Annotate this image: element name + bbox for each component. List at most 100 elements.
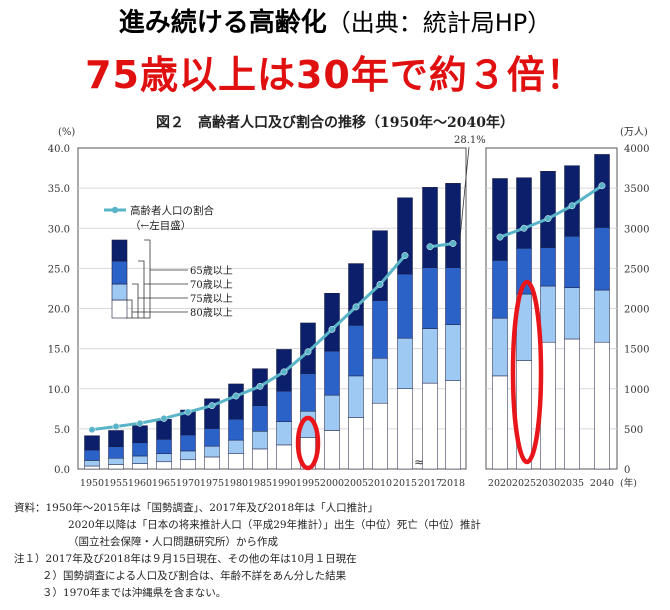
bar-segment-1965-0 — [156, 461, 172, 470]
y-left-tick-label: 5.0 — [54, 425, 70, 436]
legend-band-swatch-0 — [111, 299, 128, 319]
line-point-1955 — [112, 423, 120, 430]
line-point-1995 — [304, 348, 312, 356]
bar-segment-1950-2 — [84, 449, 100, 461]
bar-segment-1980-0 — [228, 453, 244, 470]
bar-segment-2000-0 — [324, 430, 340, 470]
line-point-1970 — [184, 408, 192, 416]
highlight-ellipse-2025 — [510, 279, 544, 465]
bar-segment-1985-2 — [252, 405, 268, 432]
bar-segment-2035-0 — [564, 338, 580, 470]
y-left-axis-label: (%) — [58, 127, 75, 138]
y-right-tick-label: 500 — [624, 425, 643, 436]
bar-segment-1980-2 — [228, 418, 244, 441]
x-tick-label: 1970 — [176, 478, 200, 489]
bar-segment-2040-0 — [594, 341, 610, 470]
bar-segment-1985-0 — [252, 448, 268, 470]
y-left-tick-label: 10.0 — [48, 385, 70, 396]
bar-segment-1975-0 — [204, 456, 220, 470]
line-point-1975 — [208, 402, 216, 410]
line-legend-note: （←左目盛） — [130, 219, 191, 232]
bar-segment-2020-0 — [492, 375, 508, 470]
axis-break-mark: ≈ — [414, 455, 424, 469]
x-tick-label: 2030 — [536, 478, 560, 489]
y-right-tick-label: 2500 — [624, 264, 649, 275]
bar-segment-2020-2 — [492, 260, 508, 319]
bar-segment-2017-3 — [422, 187, 438, 268]
bar-segment-2017-0 — [422, 382, 438, 470]
bar-segment-2000-1 — [324, 394, 340, 431]
line-point-2018 — [449, 240, 457, 247]
bar-segment-2010-2 — [372, 300, 388, 359]
bar-segment-1955-2 — [108, 446, 124, 459]
line-point-2035 — [568, 202, 576, 210]
x-tick-label: 2010 — [368, 478, 392, 489]
line-point-2005 — [352, 303, 360, 311]
y-left-tick-label: 35.0 — [48, 184, 70, 195]
bar-segment-2005-1 — [348, 375, 364, 418]
bar-segment-1955-3 — [108, 430, 124, 447]
legend-band-label-2: 75歳以上 — [190, 293, 233, 305]
legend-band-swatch-1 — [111, 283, 128, 301]
line-point-2030 — [544, 215, 552, 223]
note-source-2: 2020年以降は「日本の将来推計人口（平成29年推計）」出生（中位）死亡（中位）… — [68, 519, 481, 531]
y-right-tick-label: 2000 — [624, 305, 649, 316]
bar-segment-2030-1 — [540, 285, 556, 343]
y-right-tick-label: 1500 — [624, 345, 649, 356]
line-legend-marker — [111, 206, 119, 214]
bar-segment-2017-2 — [422, 267, 438, 329]
y-left-tick-label: 25.0 — [48, 264, 70, 275]
x-tick-label: 1995 — [296, 478, 320, 489]
bar-segment-2017-1 — [422, 328, 438, 384]
header-main-text: 進み続ける高齢化 — [118, 8, 327, 38]
x-tick-label: 1965 — [152, 478, 176, 489]
bar-segment-1950-3 — [84, 435, 100, 451]
bar-segment-1960-0 — [132, 463, 148, 470]
x-tick-label: 2000 — [320, 478, 344, 489]
x-tick-label: 2035 — [560, 478, 584, 489]
bar-segment-1970-2 — [180, 434, 196, 452]
bar-segment-2020-3 — [492, 178, 508, 261]
y-right-tick-label: 0 — [624, 465, 630, 476]
bar-segment-1985-1 — [252, 431, 268, 450]
bar-segment-1965-3 — [156, 418, 172, 440]
x-tick-suffix: (年) — [620, 477, 637, 489]
bar-segment-2000-3 — [324, 293, 340, 352]
bar-segment-2010-0 — [372, 402, 388, 470]
y-left-tick-label: 0.0 — [54, 465, 70, 476]
bar-segment-1995-3 — [300, 322, 316, 374]
note-3: ３）1970年までは沖縄県を含まない。 — [42, 587, 227, 599]
bar-segment-2005-0 — [348, 417, 364, 470]
bar-segment-1950-0 — [84, 465, 100, 470]
line-point-2040 — [598, 182, 606, 190]
bar-segment-2015-2 — [397, 273, 413, 339]
y-right-axis-label: (万人) — [620, 126, 648, 138]
note-2: ２）国勢調査による人口及び割合は、年齢不詳をあん分した結果 — [42, 570, 347, 582]
x-tick-label: 2015 — [393, 478, 417, 489]
bar-segment-1990-0 — [276, 444, 292, 470]
note-source-3: （国立社会保障・人口問題研究所）から作成 — [68, 536, 278, 548]
header-line-1: 進み続ける高齢化（出典：統計局HP） — [0, 2, 670, 39]
bar-segment-1990-1 — [276, 421, 292, 446]
x-tick-label: 2005 — [344, 478, 368, 489]
line-point-1985 — [256, 382, 264, 390]
bar-segment-2018-3 — [445, 183, 461, 268]
legend-bracket-3 — [126, 299, 133, 319]
y-right-tick-label: 4000 — [624, 144, 649, 155]
note-1: 注１）2017年及び2018年は９月15日現在、その他の年は10月１日現在 — [14, 553, 357, 565]
line-point-2015 — [401, 252, 409, 259]
bar-segment-2020-1 — [492, 317, 508, 377]
legend-band-swatch-2 — [111, 260, 128, 285]
bar-segment-1980-1 — [228, 439, 244, 455]
bar-segment-1965-1 — [156, 453, 172, 463]
bar-segment-1960-3 — [132, 425, 148, 444]
bar-segment-2018-0 — [445, 380, 461, 470]
legend-band-swatch-3 — [111, 239, 128, 262]
bar-segment-1975-1 — [204, 445, 220, 458]
x-tick-label: 1990 — [272, 478, 296, 489]
legend-band-label-3: 80歳以上 — [190, 307, 233, 319]
legend-bracket-1 — [138, 260, 145, 319]
bar-segment-2015-0 — [397, 388, 413, 470]
x-tick-label: 2040 — [590, 478, 614, 489]
